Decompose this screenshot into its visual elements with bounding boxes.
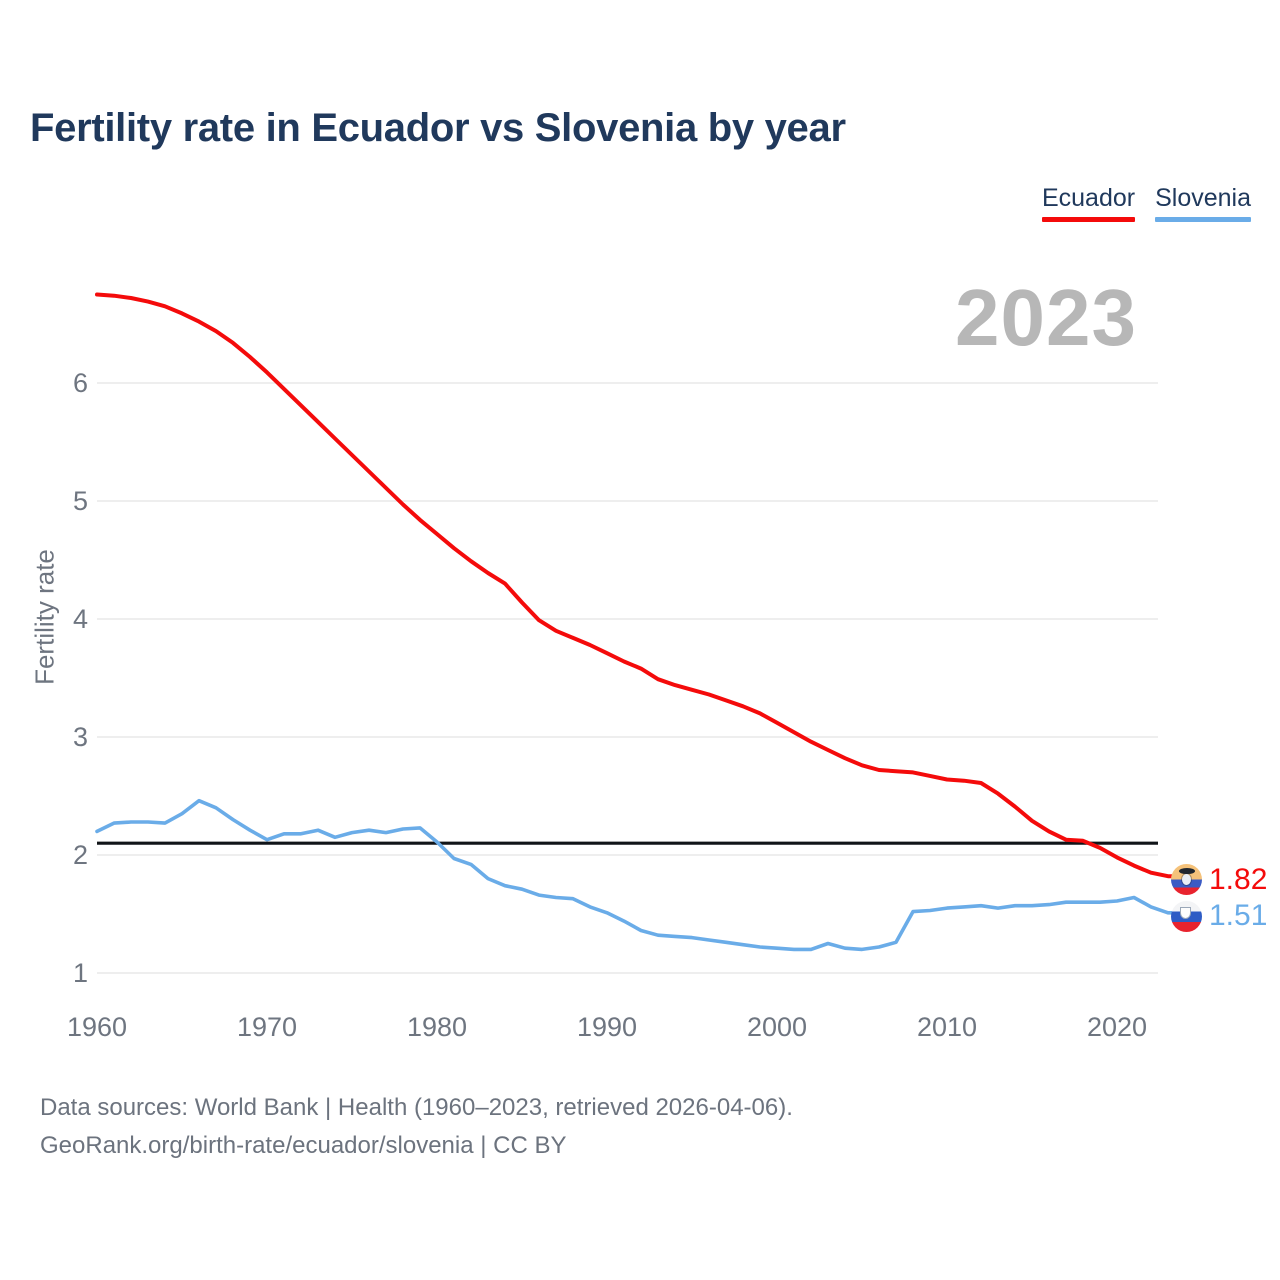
y-tick-label: 2: [72, 840, 88, 870]
legend: Ecuador Slovenia: [1041, 184, 1251, 222]
y-tick-label: 4: [72, 604, 88, 634]
x-tick-label: 1990: [576, 1012, 638, 1042]
y-tick-label: 1: [72, 958, 88, 988]
ecuador-end-value: 1.82: [1209, 862, 1268, 896]
x-tick-label: 1960: [66, 1012, 128, 1042]
slovenia-end-value: 1.51: [1209, 899, 1268, 933]
x-tick-label: 2000: [746, 1012, 808, 1042]
legend-label-slovenia: Slovenia: [1155, 184, 1251, 212]
ecuador-end-marker: 1.82: [1171, 863, 1267, 897]
legend-underline-ecuador: [1041, 217, 1136, 222]
page-title: Fertility rate in Ecuador vs Slovenia by…: [30, 106, 846, 150]
x-tick-label: 1980: [406, 1012, 468, 1042]
y-tick-label: 5: [72, 486, 88, 516]
ecuador-flag-icon: [1171, 864, 1202, 896]
slovenia-flag-icon: [1171, 900, 1202, 932]
footer: Data sources: World Bank | Health (1960–…: [40, 1089, 793, 1165]
y-tick-label: 6: [72, 368, 88, 398]
slovenia-end-marker: 1.51: [1171, 899, 1267, 933]
attribution-url-text: GeoRank.org/birth-rate/ecuador/slovenia …: [40, 1132, 567, 1159]
series-line-slovenia: [95, 798, 1174, 952]
legend-underline-slovenia: [1155, 217, 1251, 222]
series-line-ecuador: [95, 292, 1174, 879]
data-sources-text: Data sources: World Bank | Health (1960–…: [40, 1094, 793, 1121]
y-tick-label: 3: [72, 722, 88, 752]
legend-item-ecuador[interactable]: Ecuador: [1041, 184, 1136, 222]
x-tick-label: 1970: [236, 1012, 298, 1042]
year-watermark: 2023: [955, 273, 1137, 362]
x-tick-label: 2020: [1086, 1012, 1148, 1042]
legend-item-slovenia[interactable]: Slovenia: [1155, 184, 1251, 222]
legend-label-ecuador: Ecuador: [1041, 184, 1136, 212]
x-tick-label: 2010: [916, 1012, 978, 1042]
